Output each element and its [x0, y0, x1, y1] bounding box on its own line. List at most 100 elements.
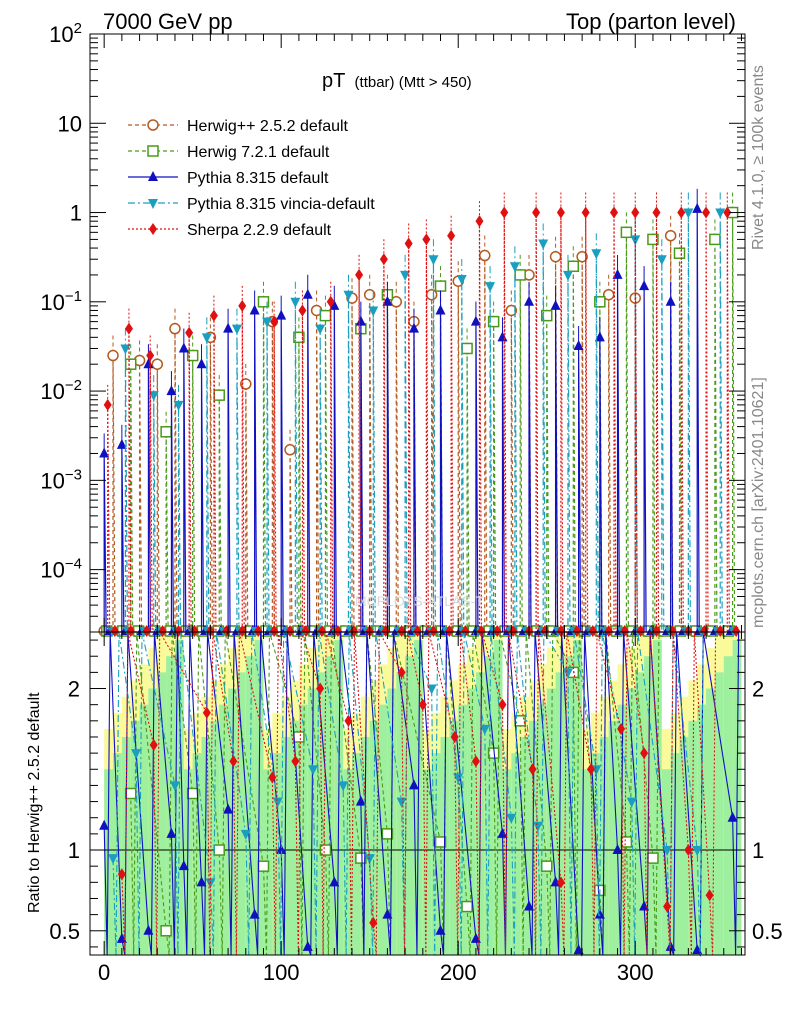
- data-point: [201, 333, 212, 344]
- baseline-point: [429, 625, 438, 637]
- data-point: [677, 206, 686, 219]
- data-point: [315, 324, 326, 335]
- data-point: [549, 250, 562, 263]
- ratio-point: [308, 765, 319, 776]
- rivet-label: Rivet 4.1.0, ≥ 100k events: [750, 65, 767, 250]
- ratio-point: [149, 739, 158, 752]
- ratio-y-axis-label: Ratio to Herwig++ 2.5.2 default: [26, 692, 43, 913]
- ratio-point: [461, 900, 473, 913]
- data-point: [186, 349, 199, 362]
- ratio-point: [470, 932, 481, 943]
- data-point: [475, 215, 484, 228]
- data-point: [514, 269, 526, 281]
- data-point: [487, 315, 500, 328]
- ratio-point: [396, 797, 407, 808]
- data-point: [692, 202, 703, 213]
- data-point: [213, 389, 225, 401]
- data-point: [567, 260, 580, 273]
- ratio-point: [116, 932, 127, 943]
- data-point: [630, 235, 641, 246]
- baseline-point: [158, 625, 167, 637]
- y-tick-label: 1: [70, 201, 82, 226]
- data-point: [594, 296, 606, 308]
- ratio-band-green: [236, 672, 246, 955]
- data-point: [326, 295, 335, 308]
- ratio-point: [408, 779, 419, 790]
- ratio-point: [213, 844, 225, 856]
- ratio-line: [121, 629, 717, 956]
- ratio-band-green: [396, 672, 406, 955]
- legend-item: Herwig++ 2.5.2 default: [128, 118, 349, 135]
- ratio-band-green: [130, 720, 140, 955]
- ratio-band-green: [564, 656, 574, 955]
- ratio-point: [169, 781, 180, 792]
- ratio-point: [131, 749, 142, 760]
- data-point: [400, 270, 411, 281]
- data-point: [116, 438, 127, 449]
- ratio-point: [276, 844, 287, 855]
- ratio-band-green: [511, 753, 521, 955]
- data-point: [550, 299, 561, 310]
- data-point: [276, 309, 287, 320]
- ratio-y-tick-label: 2: [68, 677, 80, 702]
- data-point: [160, 426, 172, 438]
- ratio-point: [338, 781, 349, 792]
- legend-item: Sherpa 2.2.9 default: [128, 222, 332, 239]
- ratio-point: [647, 852, 659, 864]
- ratio-y-tick-label-right: 2: [752, 677, 764, 702]
- baseline-point: [142, 625, 151, 637]
- data-point: [185, 326, 194, 339]
- legend-item: Herwig 7.2.1 default: [128, 144, 330, 161]
- data-point: [664, 229, 677, 242]
- ratio-band-green: [369, 720, 379, 955]
- ratio-point: [692, 846, 703, 857]
- data-point: [390, 296, 403, 308]
- ratio-point: [471, 755, 480, 768]
- data-point: [591, 249, 602, 260]
- ratio-point: [316, 682, 325, 695]
- data-point: [709, 233, 721, 246]
- data-point: [151, 358, 164, 370]
- data-point: [363, 288, 376, 301]
- ratio-band-green: [139, 704, 149, 955]
- ratio-point: [344, 714, 353, 727]
- ratio-point: [249, 908, 260, 919]
- ratio-band-green: [590, 753, 600, 955]
- ratio-point: [166, 827, 177, 838]
- legend-label: Herwig 7.2.1 default: [187, 144, 330, 161]
- data-point: [146, 349, 155, 362]
- ratio-point: [640, 747, 649, 760]
- data-point: [683, 208, 694, 219]
- ratio-band-green: [183, 769, 193, 955]
- y-tick-label: 10−4: [40, 556, 82, 583]
- x-tick-label: 0: [98, 960, 110, 985]
- data-point: [355, 315, 366, 326]
- ratio-band-green: [272, 753, 282, 955]
- data-point: [639, 280, 650, 291]
- data-point: [169, 322, 181, 335]
- ratio-band-green: [608, 720, 618, 955]
- data-point: [124, 322, 133, 335]
- ratio-point: [302, 940, 313, 951]
- data-point: [302, 288, 313, 299]
- ratio-point: [435, 924, 446, 935]
- legend-marker: [148, 199, 158, 209]
- legend-label: Pythia 8.315 vincia-default: [187, 196, 375, 213]
- ratio-point: [532, 821, 543, 832]
- chart-title-main: pT: [322, 70, 345, 92]
- ratio-band-green: [635, 672, 645, 955]
- ratio-point: [291, 755, 300, 768]
- ratio-band-green: [449, 720, 459, 955]
- ratio-point: [369, 916, 378, 929]
- ratio-band-green: [714, 672, 724, 955]
- ratio-band-green: [661, 769, 671, 955]
- ratio-band-green: [104, 769, 114, 955]
- ratio-band-green: [166, 656, 175, 955]
- header-left: 7000 GeV pp: [103, 9, 233, 34]
- ratio-point: [178, 860, 189, 871]
- ratio-point: [426, 684, 437, 695]
- chart-title: pT (ttbar) (Mtt > 450): [322, 70, 472, 92]
- ratio-point: [498, 698, 507, 711]
- data-point: [319, 309, 332, 322]
